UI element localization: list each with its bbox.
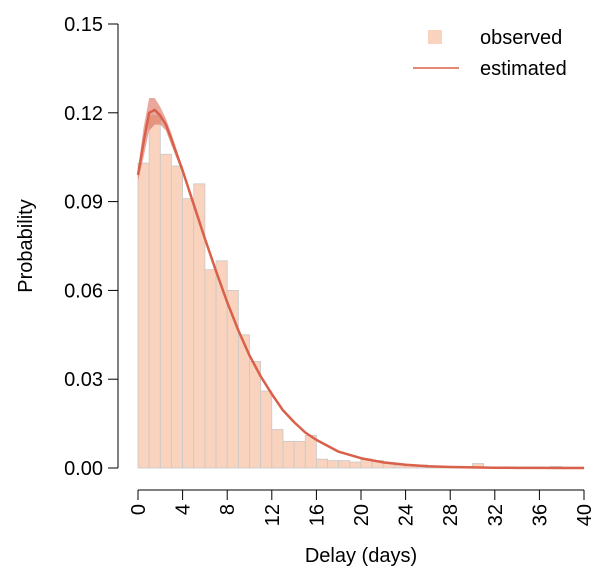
bar-day-2 <box>159 153 172 469</box>
x-tick-label: 4 <box>173 504 195 515</box>
bar-day-17 <box>327 460 340 469</box>
x-tick-label: 40 <box>574 504 592 526</box>
y-tick-label: 0.09 <box>64 192 103 214</box>
legend: observed estimated <box>413 27 567 80</box>
bar-day-0 <box>137 162 150 469</box>
y-tick-label: 0.15 <box>64 14 103 36</box>
estimated-line <box>136 108 585 470</box>
y-tick-label: 0.00 <box>64 458 103 480</box>
bar-day-13 <box>282 440 295 469</box>
x-axis: 0 4 8 12 16 20 24 28 32 36 40 <box>128 489 592 526</box>
bar-day-14 <box>293 440 306 469</box>
x-axis-label: Delay (days) <box>305 545 417 567</box>
x-tick-label: 32 <box>485 504 507 526</box>
bar-day-18 <box>338 460 351 469</box>
x-tick-label: 8 <box>217 504 239 515</box>
y-tick-label: 0.06 <box>64 280 103 302</box>
bar-day-19 <box>349 461 362 469</box>
y-tick-label: 0.12 <box>64 103 103 125</box>
bar-day-16 <box>315 458 328 469</box>
bar-day-5 <box>193 183 206 469</box>
bar-day-12 <box>271 429 284 469</box>
legend-estimated-label: estimated <box>480 58 567 80</box>
x-tick-label: 16 <box>306 504 328 526</box>
bar-day-1 <box>148 115 161 469</box>
bar-day-3 <box>171 165 183 469</box>
bar-day-4 <box>182 198 195 469</box>
bar-day-10 <box>249 361 262 469</box>
observed-bars <box>137 115 585 469</box>
y-tick-label: 0.03 <box>64 369 103 391</box>
x-tick-label: 36 <box>529 504 551 526</box>
y-axis: 0.00 0.03 0.06 0.09 0.12 0.15 <box>64 14 119 480</box>
bar-day-6 <box>204 269 217 469</box>
x-tick-label: 28 <box>440 504 462 526</box>
legend-observed-swatch <box>428 30 442 44</box>
bar-day-7 <box>215 260 228 469</box>
x-tick-label: 0 <box>128 504 150 515</box>
y-axis-label: Probability <box>15 199 37 292</box>
legend-observed-label: observed <box>480 27 562 49</box>
x-tick-label: 24 <box>396 504 418 526</box>
bar-day-11 <box>260 390 273 469</box>
x-tick-label: 20 <box>351 504 373 526</box>
x-tick-label: 12 <box>262 504 284 526</box>
bar-day-15 <box>304 435 317 469</box>
